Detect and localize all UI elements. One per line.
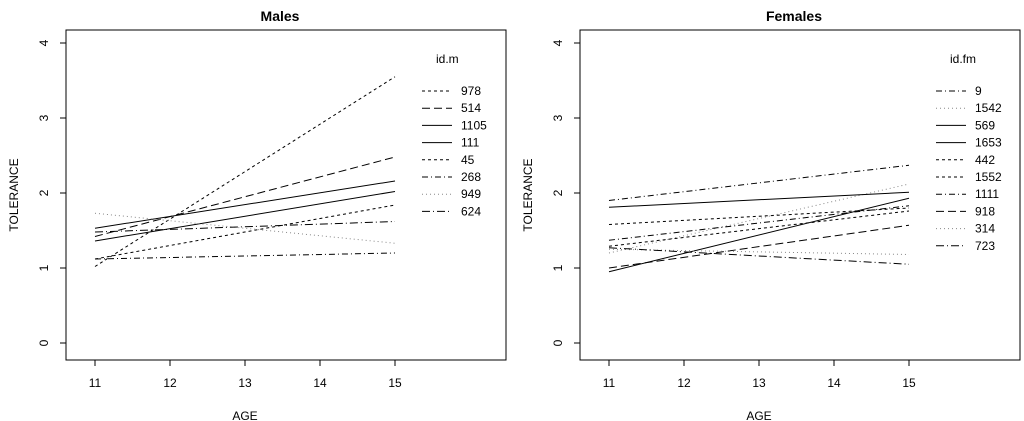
x-axis-label: AGE — [746, 409, 771, 421]
series-line-949 — [94, 212, 396, 244]
series-line-9 — [608, 164, 910, 201]
series-line-111 — [94, 191, 396, 242]
legend-label-1542: 1542 — [975, 101, 1002, 115]
y-tick-label: 2 — [551, 189, 565, 196]
y-tick-label: 1 — [551, 264, 565, 271]
series-line-1542 — [608, 183, 910, 254]
x-axis-label: AGE — [232, 409, 257, 421]
y-tick-label: 3 — [37, 114, 51, 121]
series-line-1653 — [608, 197, 910, 273]
legend-label-918: 918 — [975, 204, 995, 218]
y-tick-label: 3 — [551, 114, 565, 121]
y-tick-label: 4 — [37, 39, 51, 46]
series-line-918 — [608, 224, 910, 269]
series-line-569 — [608, 191, 910, 208]
legend-label-9: 9 — [975, 84, 982, 98]
series-line-624 — [94, 221, 396, 233]
legend-label-1105: 1105 — [461, 118, 487, 132]
series-line-723 — [608, 247, 910, 265]
x-tick-label: 11 — [603, 376, 616, 390]
x-tick-label: 15 — [388, 376, 402, 390]
legend-label-624: 624 — [461, 204, 481, 218]
y-axis-label: TOLERANCE — [521, 158, 535, 231]
legend-label-314: 314 — [975, 222, 995, 236]
legend-title: id.fm — [950, 52, 976, 66]
x-tick-label: 11 — [89, 376, 102, 390]
series-line-442 — [608, 207, 910, 225]
legend-label-1111: 1111 — [975, 187, 999, 201]
legend-label-1552: 1552 — [975, 170, 1002, 184]
legend-label-442: 442 — [975, 153, 995, 167]
legend-label-1653: 1653 — [975, 136, 1002, 150]
series-line-978 — [94, 76, 396, 267]
x-tick-label: 12 — [677, 376, 691, 390]
x-tick-label: 13 — [752, 376, 766, 390]
legend-label-569: 569 — [975, 118, 995, 132]
y-tick-label: 0 — [551, 339, 565, 346]
legend-label-949: 949 — [461, 187, 481, 201]
y-axis-label: TOLERANCE — [7, 158, 21, 231]
legend-label-45: 45 — [461, 153, 475, 167]
legend-label-268: 268 — [461, 170, 481, 184]
plot-frame — [65, 29, 507, 361]
x-tick-label: 14 — [827, 376, 841, 390]
series-line-1111 — [608, 205, 910, 241]
y-tick-label: 1 — [37, 264, 51, 271]
y-tick-label: 0 — [37, 339, 51, 346]
x-tick-label: 13 — [238, 376, 252, 390]
series-line-45 — [94, 204, 396, 260]
x-tick-label: 15 — [902, 376, 916, 390]
y-tick-label: 2 — [37, 189, 51, 196]
plot-frame — [579, 29, 1021, 361]
x-tick-label: 14 — [313, 376, 327, 390]
series-line-1552 — [608, 210, 910, 247]
legend-label-111: 111 — [461, 136, 480, 150]
x-tick-label: 12 — [163, 376, 177, 390]
chart-title: Females — [766, 8, 822, 24]
legend-label-978: 978 — [461, 84, 481, 98]
series-line-514 — [94, 156, 396, 237]
series-line-268 — [94, 252, 396, 260]
legend-label-723: 723 — [975, 239, 995, 253]
legend-label-514: 514 — [461, 101, 481, 115]
series-line-1105 — [94, 180, 396, 229]
y-tick-label: 4 — [551, 39, 565, 46]
chart-title: Males — [261, 8, 300, 24]
legend-title: id.m — [436, 52, 459, 66]
